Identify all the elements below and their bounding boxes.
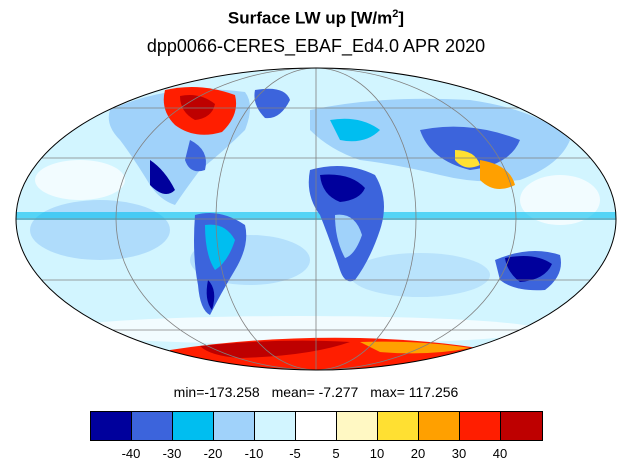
- greenland: [254, 88, 290, 119]
- colorbar-box-3: [214, 412, 255, 440]
- colorbar-tick-label: -5: [289, 446, 301, 461]
- colorbar-tick-label: -40: [121, 446, 141, 461]
- graticule: [16, 68, 616, 370]
- ocean-anomaly-patches: [16, 160, 616, 344]
- colorbar-box-8: [419, 412, 460, 440]
- colorbar-tick-label: -20: [203, 446, 223, 461]
- colorbar-box-1: [132, 412, 173, 440]
- colorbar-box-7: [378, 412, 419, 440]
- colorbar-box-2: [173, 412, 214, 440]
- map-subtitle: dpp0066-CERES_EBAF_Ed4.0 APR 2020: [146, 36, 486, 56]
- africa-landmass: [308, 166, 384, 282]
- colorbar-tick-label: -10: [244, 446, 264, 461]
- colorbar: [90, 411, 543, 441]
- colorbar-tick-label: 5: [332, 446, 340, 461]
- australia-landmass: [495, 251, 561, 291]
- stat-min: min=-173.258: [173, 384, 260, 400]
- map-title: Surface LW up [W/m2]: [227, 8, 405, 28]
- colorbar-tick-label: 10: [369, 446, 385, 461]
- colorbar-box-10: [501, 412, 542, 440]
- colorbar-tick-label: 20: [410, 446, 426, 461]
- colorbar-box-6: [337, 412, 378, 440]
- colorbar-tick-label: 40: [492, 446, 508, 461]
- colorbar-tick-label: -30: [162, 446, 182, 461]
- stat-max: max= 117.256: [370, 384, 459, 400]
- stats-line: min=-173.258 mean= -7.277 max= 117.256: [0, 384, 632, 400]
- colorbar-tick-labels: -40 -30 -20 -10 -5 5 10 20 30 40: [0, 446, 632, 464]
- colorbar-box-5: [296, 412, 337, 440]
- colorbar-box-9: [460, 412, 501, 440]
- map-outline: [15, 67, 617, 371]
- colorbar-box-0: [91, 412, 132, 440]
- eurasia-landmass: [310, 98, 570, 189]
- mollweide-map: [15, 67, 617, 371]
- colorbar-box-4: [255, 412, 296, 440]
- colorbar-tick-label: 30: [451, 446, 467, 461]
- stat-mean: mean= -7.277: [271, 384, 359, 400]
- north-america-landmass: [108, 86, 250, 205]
